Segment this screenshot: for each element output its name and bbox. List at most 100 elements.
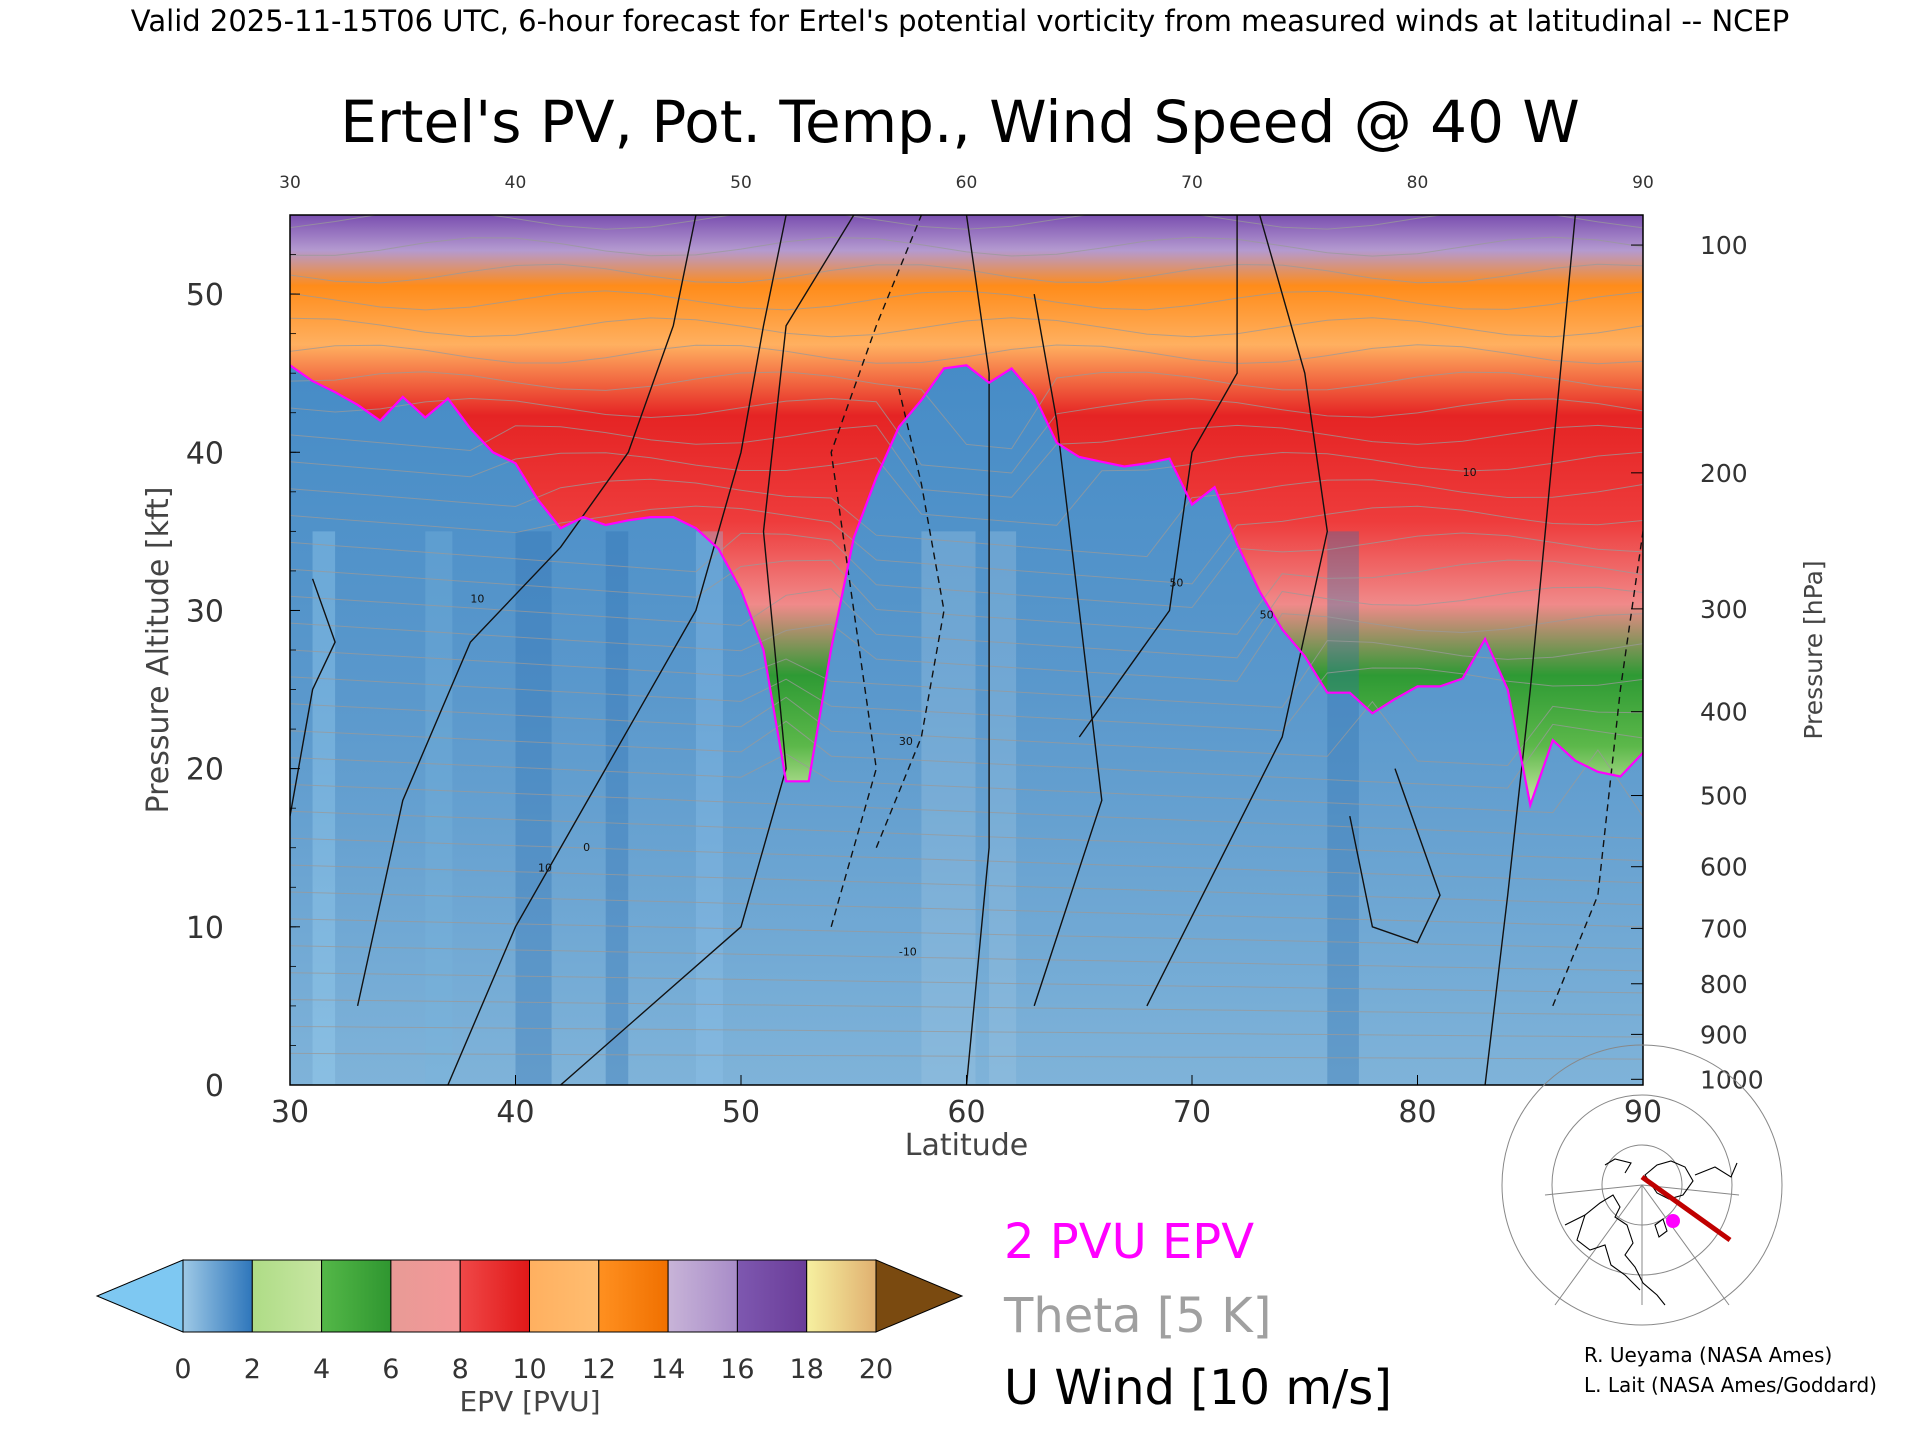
- colorbar-tick-label: 18: [790, 1354, 824, 1385]
- legend-epv: 2 PVU EPV: [1004, 1214, 1255, 1270]
- contour-label: 10: [538, 861, 552, 874]
- colorbar-tick-label: 4: [313, 1354, 330, 1385]
- colorbar-tick-label: 12: [582, 1354, 616, 1385]
- theta-contour: [290, 1052, 1643, 1060]
- theta-contour: [290, 891, 1643, 928]
- wind-contour: [875, 388, 945, 848]
- theta-contour: [290, 505, 1643, 585]
- map-coastline: [1576, 1214, 1641, 1291]
- location-marker: [1666, 1214, 1680, 1228]
- map-coastline: [1654, 1218, 1668, 1238]
- colorbar-bin: [182, 1259, 253, 1333]
- wind-contour: [1349, 768, 1441, 944]
- theta-contour: [290, 613, 1643, 682]
- y-right-axis-label: Pressure [hPa]: [1799, 560, 1828, 739]
- x-tick-label: 60: [947, 1095, 985, 1130]
- theta-contour: [290, 371, 1643, 450]
- wind-contour: [1552, 531, 1643, 1007]
- y-tick-label: 10: [186, 911, 224, 946]
- contour-label: 50: [1169, 577, 1183, 590]
- theta-contour: [290, 263, 1643, 284]
- colorbar-bin: [667, 1259, 738, 1333]
- tropopause-2pvu-line: [290, 364, 1643, 810]
- theta-contour: [290, 945, 1643, 972]
- theta-contours: [290, 215, 1643, 1060]
- streak: [605, 531, 629, 1085]
- wind-contour: [356, 215, 697, 1007]
- x-tick-label: 40: [496, 1095, 534, 1130]
- colorbar-bin: [251, 1259, 323, 1333]
- colorbar-bin: [529, 1259, 600, 1333]
- colorbar-bin: [598, 1259, 669, 1333]
- x-top-tick-label: 80: [1407, 173, 1429, 193]
- theta-contour: [290, 236, 1643, 257]
- pressure-tick-label: 500: [1700, 782, 1748, 811]
- wind-contour: [1078, 215, 1238, 738]
- x-top-tick-label: 90: [1632, 173, 1654, 193]
- colorbar-under-arrow: [95, 1259, 184, 1333]
- theta-contour: [290, 864, 1643, 906]
- colorbar-tick-label: 6: [382, 1354, 399, 1385]
- colorbar-bin: [459, 1259, 531, 1333]
- x-top-tick-label: 50: [730, 173, 752, 193]
- theta-contour: [290, 667, 1643, 732]
- credit-line-2: L. Lait (NASA Ames/Goddard): [1584, 1373, 1877, 1397]
- y-tick-label: 20: [186, 753, 224, 788]
- contour-label: -10: [899, 945, 917, 958]
- map-coastline: [1604, 1158, 1632, 1174]
- stratosphere-fill: [290, 215, 1643, 805]
- theta-contour: [290, 640, 1643, 708]
- theta-contour: [290, 972, 1643, 994]
- theta-contour: [290, 532, 1643, 609]
- x-tick-label: 30: [271, 1095, 309, 1130]
- streak: [1327, 531, 1359, 1085]
- colorbar-tick-label: 0: [174, 1354, 191, 1385]
- wind-contour: [830, 215, 923, 927]
- map-coastline: [1694, 1162, 1738, 1178]
- map-meridian: [1544, 1184, 1643, 1196]
- x-tick-label: 70: [1173, 1095, 1211, 1130]
- legend-uwind: U Wind [10 m/s]: [1004, 1360, 1393, 1416]
- colorbar-tick-label: 16: [720, 1354, 754, 1385]
- theta-contour: [290, 290, 1643, 311]
- colorbar-tick-label: 14: [651, 1354, 685, 1385]
- streak: [921, 531, 976, 1085]
- pressure-tick-label: 900: [1700, 1020, 1748, 1049]
- theta-contour: [290, 478, 1643, 558]
- map-meridian: [1554, 1184, 1643, 1306]
- theta-contour: [290, 999, 1643, 1016]
- colorbar-tick-label: 2: [244, 1354, 261, 1385]
- y-tick-label: 40: [186, 436, 224, 471]
- wind-contour: [1484, 215, 1576, 1085]
- y-axis-label: Pressure Altitude [kft]: [141, 487, 176, 814]
- pressure-tick-label: 800: [1700, 970, 1748, 999]
- pressure-tick-label: 200: [1700, 459, 1748, 488]
- contour-label: 10: [470, 593, 484, 606]
- theta-contour: [290, 424, 1643, 498]
- colorbar-tick-label: 8: [452, 1354, 469, 1385]
- y-tick-label: 0: [205, 1069, 224, 1104]
- contour-label: 390: [1643, 316, 1664, 329]
- theta-contour: [290, 837, 1643, 884]
- map-coastline: [1564, 1194, 1666, 1306]
- pressure-tick-label: 300: [1700, 595, 1748, 624]
- legend-theta: Theta [5 K]: [1004, 1288, 1272, 1344]
- colorbar-over-arrow: [875, 1259, 964, 1333]
- axes: 3030404050506060707080809090010203040501…: [141, 173, 1828, 1163]
- pressure-tick-label: 1000: [1700, 1065, 1764, 1094]
- colorbar-label: EPV [PVU]: [459, 1385, 601, 1418]
- epv-colorbar: 0 2 4 6 8 10 12 14 16 18 20: [95, 1259, 964, 1385]
- x-tick-label: 90: [1624, 1095, 1662, 1130]
- map-inset: [1501, 1044, 1783, 1326]
- contour-labels: 10 0 -10 30 50 50 10 10 370 380 390: [470, 316, 1664, 958]
- theta-contour: [290, 215, 1643, 230]
- y-tick-label: 50: [186, 278, 224, 313]
- wind-contours: [290, 215, 1643, 1085]
- contour-label: 30: [899, 735, 913, 748]
- contour-label: 370: [1643, 411, 1664, 424]
- colorbar-tick-label: 10: [512, 1354, 546, 1385]
- streak: [695, 531, 723, 1085]
- colorbar-bin: [390, 1259, 461, 1333]
- theta-contour: [290, 317, 1643, 338]
